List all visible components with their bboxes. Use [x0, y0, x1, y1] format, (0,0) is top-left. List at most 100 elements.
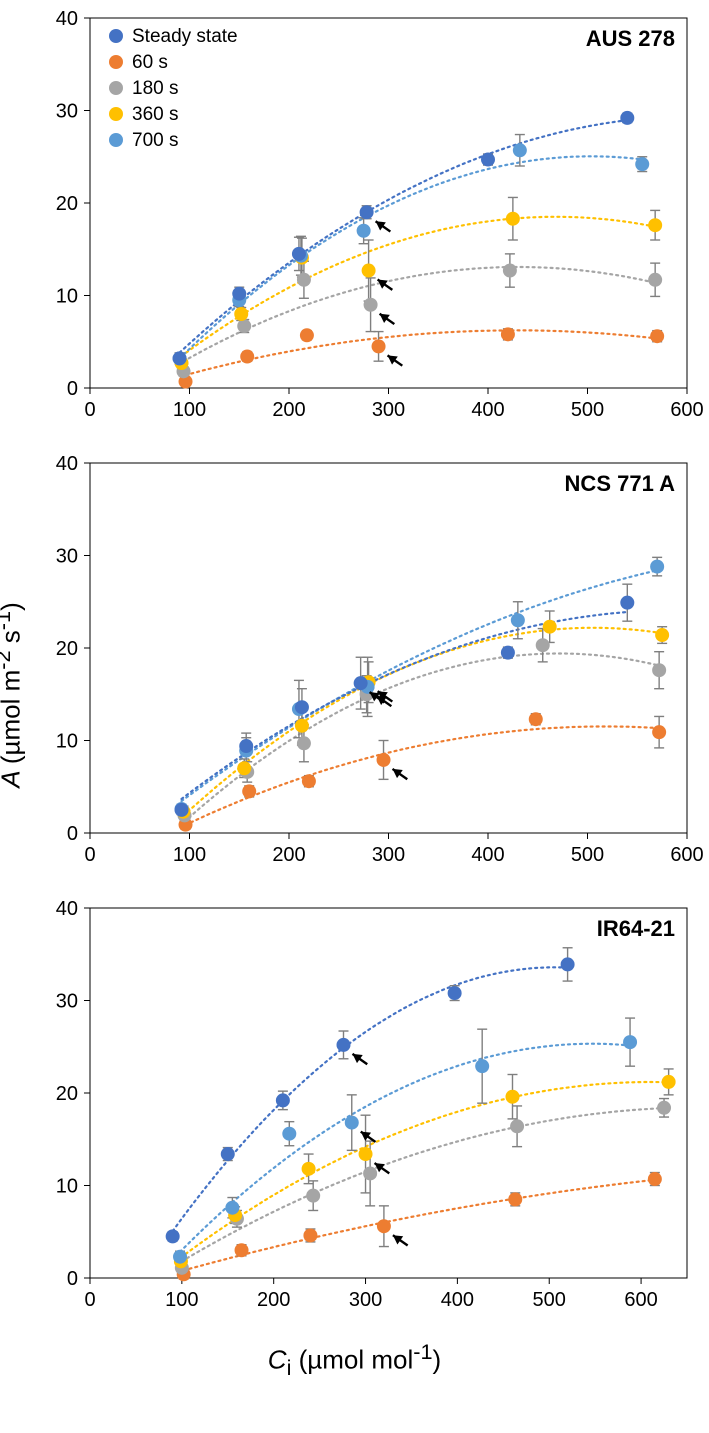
data-point [543, 620, 557, 634]
data-point [336, 1038, 350, 1052]
data-point [360, 205, 374, 219]
data-point [276, 1093, 290, 1107]
x-axis-label: Ci (µmol mol-1) [0, 1339, 709, 1391]
legend-marker [109, 29, 123, 43]
data-point [302, 774, 316, 788]
x-tick-label: 200 [272, 399, 305, 421]
legend-label: 700 s [132, 130, 178, 151]
series-curve [180, 1044, 630, 1252]
y-tick-label: 0 [67, 823, 78, 845]
data-point [506, 212, 520, 226]
data-point [359, 1147, 373, 1161]
x-tick-label: 400 [471, 399, 504, 421]
data-point [635, 157, 649, 171]
data-point [357, 224, 371, 238]
y-tick-label: 30 [56, 991, 78, 1013]
y-tick-label: 10 [56, 731, 78, 753]
y-tick-label: 10 [56, 286, 78, 308]
series-curve [184, 1180, 655, 1271]
data-point [529, 712, 543, 726]
x-tick-label: 400 [441, 1289, 474, 1311]
data-point [345, 1116, 359, 1130]
y-tick-label: 40 [56, 453, 78, 475]
y-tick-label: 40 [56, 898, 78, 920]
x-tick-label: 100 [165, 1289, 198, 1311]
x-tick-label: 500 [571, 399, 604, 421]
data-point [232, 287, 246, 301]
chart-panel-1: 0100200300400500600010203040NCS 771 A [0, 445, 709, 885]
data-point [561, 957, 575, 971]
y-tick-label: 0 [67, 1268, 78, 1290]
x-tick-label: 600 [670, 844, 703, 866]
data-point [505, 1090, 519, 1104]
data-point [377, 1219, 391, 1233]
data-point [623, 1035, 637, 1049]
x-tick-label: 0 [84, 399, 95, 421]
data-point [300, 328, 314, 342]
data-point [657, 1101, 671, 1115]
data-point [501, 646, 515, 660]
data-point [225, 1201, 239, 1215]
y-tick-label: 20 [56, 638, 78, 660]
data-point [362, 264, 376, 278]
x-tick-label: 100 [173, 844, 206, 866]
series-curve [185, 654, 660, 822]
data-point [511, 613, 525, 627]
data-point [166, 1229, 180, 1243]
series-curve [184, 628, 663, 816]
y-tick-label: 30 [56, 546, 78, 568]
series-curve [186, 727, 660, 825]
figure-container: A (µmol m-2 s-1) 01002003004005006000102… [0, 0, 709, 1391]
x-tick-label: 0 [84, 844, 95, 866]
x-tick-label: 500 [571, 844, 604, 866]
data-point [652, 663, 666, 677]
data-point [503, 264, 517, 278]
data-point [648, 1172, 662, 1186]
x-tick-label: 600 [624, 1289, 657, 1311]
data-point [448, 986, 462, 1000]
data-point [173, 1250, 187, 1264]
data-point [295, 700, 309, 714]
x-tick-label: 300 [372, 399, 405, 421]
data-point [302, 1162, 316, 1176]
y-tick-label: 40 [56, 8, 78, 30]
data-point [650, 329, 664, 343]
data-point [510, 1119, 524, 1133]
data-point [173, 351, 187, 365]
x-tick-label: 500 [533, 1289, 566, 1311]
x-tick-label: 300 [349, 1289, 382, 1311]
data-point [655, 628, 669, 642]
y-axis-label: A (µmol m-2 s-1) [0, 603, 26, 788]
data-point [240, 350, 254, 364]
y-tick-label: 0 [67, 378, 78, 400]
data-point [481, 153, 495, 167]
data-point [297, 273, 311, 287]
data-point [237, 319, 251, 333]
data-point [372, 339, 386, 353]
data-point [652, 725, 666, 739]
x-tick-label: 200 [272, 844, 305, 866]
x-tick-label: 0 [84, 1289, 95, 1311]
series-curve [184, 267, 656, 361]
data-point [237, 761, 251, 775]
series-curve [182, 1108, 664, 1261]
data-point [536, 638, 550, 652]
data-point [242, 784, 256, 798]
data-point [513, 143, 527, 157]
legend-label: 180 s [132, 78, 178, 99]
data-point [662, 1075, 676, 1089]
data-point [239, 739, 253, 753]
series-curve [182, 570, 658, 801]
legend-label: 60 s [132, 52, 168, 73]
panel-title: NCS 771 A [565, 471, 676, 496]
data-point [377, 753, 391, 767]
data-point [282, 1127, 296, 1141]
series-curve [182, 217, 656, 356]
legend-label: 360 s [132, 104, 178, 125]
data-point [221, 1147, 235, 1161]
data-point [292, 247, 306, 261]
data-point [475, 1059, 489, 1073]
x-tick-label: 100 [173, 399, 206, 421]
data-point [303, 1228, 317, 1242]
data-point [306, 1189, 320, 1203]
